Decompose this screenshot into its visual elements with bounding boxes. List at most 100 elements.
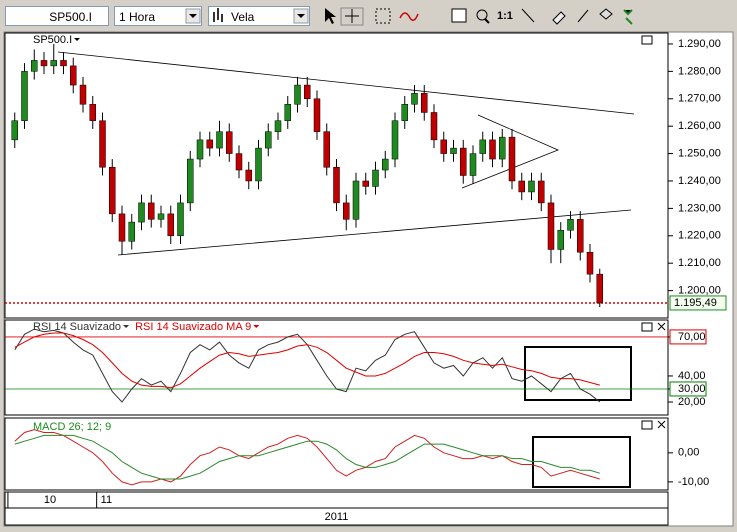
symbol-box[interactable]: SP500.I — [5, 6, 109, 26]
candle-body — [489, 139, 496, 160]
candle-body — [50, 60, 57, 67]
zoom-button[interactable]: 1:1 — [497, 10, 513, 22]
candle-body — [567, 219, 574, 231]
panel-buttons[interactable] — [641, 35, 666, 430]
candle-body — [274, 120, 282, 132]
legend-arrow — [123, 325, 130, 328]
year-label: 2011 — [325, 511, 349, 523]
candle-body — [323, 131, 330, 168]
style-select[interactable]: Vela — [208, 6, 310, 26]
y-tick-label: 0,00 — [678, 447, 699, 459]
candle-body — [167, 213, 174, 237]
candle-body — [440, 139, 447, 154]
y-tick-label: 20,00 — [678, 396, 706, 408]
x-tick-label: 10 — [44, 494, 56, 506]
candle-body — [518, 180, 525, 193]
candle-body — [255, 147, 262, 182]
candle-body — [177, 202, 184, 237]
main-legend: SP500.I — [33, 34, 72, 46]
candle-body — [596, 273, 603, 304]
candle-body — [157, 213, 165, 220]
candle-body — [235, 153, 243, 171]
y-tick-label: 1.200,00 — [678, 285, 721, 297]
candle-body — [187, 158, 194, 204]
candle-body — [391, 120, 399, 160]
candle-body — [499, 136, 506, 160]
candle-body — [11, 120, 18, 141]
candle-body — [577, 219, 584, 253]
candle-body — [547, 202, 555, 250]
candle-body — [226, 131, 233, 154]
last-price-box — [669, 295, 727, 311]
candle-body — [450, 147, 457, 154]
candle-body — [60, 60, 67, 67]
candle-body — [109, 167, 116, 215]
level-label-box — [669, 329, 707, 345]
candle-body — [304, 84, 311, 100]
y-tick-label: 1.260,00 — [678, 120, 721, 132]
y-tick-label: 1.280,00 — [678, 65, 721, 77]
y-tick-label: 1.290,00 — [678, 38, 721, 50]
candle-body — [372, 169, 379, 187]
candle-body — [89, 104, 96, 121]
level-label-box — [669, 381, 707, 397]
candle-body — [430, 112, 438, 141]
candle-body — [79, 84, 87, 105]
y-tick-label: 40,00 — [678, 370, 706, 382]
trend-lines — [57, 51, 635, 256]
candle-body — [70, 65, 77, 86]
candle-body — [99, 120, 106, 168]
candle-body — [206, 139, 213, 149]
panel-legend: MACD 26; 12; 9 — [33, 421, 111, 433]
candle-body — [196, 139, 204, 160]
candle-body — [216, 131, 223, 149]
highlight-box — [524, 346, 632, 401]
candle-body — [245, 169, 252, 182]
y-tick-label: 1.250,00 — [678, 147, 721, 159]
candle-body — [508, 136, 516, 182]
candle-body — [557, 230, 564, 250]
y-tick-label: 1.210,00 — [678, 257, 721, 269]
y-tick-label: 1.220,00 — [678, 230, 721, 242]
candle-body — [313, 98, 321, 132]
legend-arrow — [253, 325, 260, 328]
candle-body — [586, 251, 594, 275]
y-tick-label: -10,00 — [678, 476, 709, 488]
series-line — [14, 332, 600, 389]
y-tick-label: 30,00 — [678, 383, 706, 395]
legend-entry: RSI 14 Suavizado MA 9 — [135, 321, 251, 333]
candle-body — [538, 180, 545, 204]
candle-body — [118, 213, 126, 242]
dropdown-arrow — [74, 38, 80, 41]
candle-body — [265, 131, 272, 149]
candle-body — [382, 158, 389, 171]
candle-body — [294, 84, 301, 105]
candle-body — [352, 180, 360, 220]
last-price-label: 1.195,49 — [674, 297, 717, 309]
candle-body — [401, 104, 408, 121]
candle-body — [148, 202, 155, 220]
candle-body — [333, 167, 340, 204]
candle-body — [362, 180, 369, 187]
candle-body — [138, 202, 145, 223]
candle-body — [40, 60, 48, 67]
candle-body — [479, 139, 486, 154]
legend-entry: RSI 14 Suavizado — [33, 321, 121, 333]
candle-body — [469, 153, 477, 176]
candle-body — [343, 202, 350, 220]
y-tick-label: 70,00 — [678, 331, 706, 343]
candle-body — [421, 93, 428, 113]
y-tick-label: 1.240,00 — [678, 175, 721, 187]
x-tick-label: 11 — [101, 494, 112, 506]
y-tick-label: 1.270,00 — [678, 93, 721, 105]
period-select[interactable]: 1 Hora — [114, 6, 202, 26]
candle-body — [411, 93, 418, 105]
candle-body — [21, 71, 28, 121]
candle-body — [284, 104, 291, 121]
y-tick-label: 1.230,00 — [678, 202, 721, 214]
candle-body — [460, 147, 467, 176]
macd-panel — [4, 417, 669, 491]
candle-body — [31, 60, 38, 72]
